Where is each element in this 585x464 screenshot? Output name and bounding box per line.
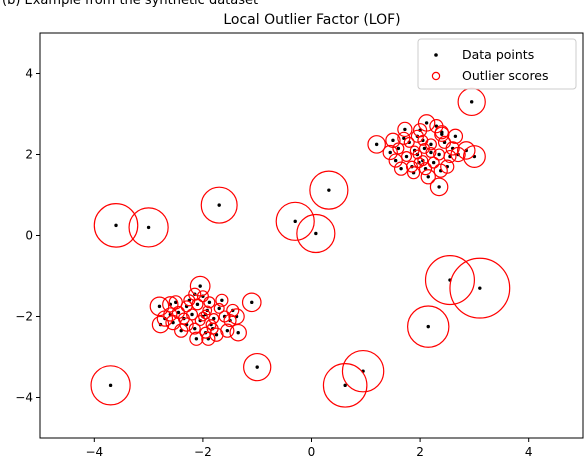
- x-tick-label: 0: [308, 445, 316, 459]
- data-point: [423, 147, 426, 150]
- data-point: [432, 161, 435, 164]
- axes-frame: [40, 33, 583, 438]
- x-tick-label: −4: [85, 445, 103, 459]
- data-point: [403, 128, 406, 131]
- axis-ticks: −4 −2 0 2 4 −4 −2 0 2 4: [15, 67, 532, 460]
- data-point: [391, 139, 394, 142]
- data-point: [217, 307, 220, 310]
- data-point: [314, 232, 317, 235]
- data-point: [109, 384, 112, 387]
- data-point: [208, 301, 211, 304]
- data-point: [236, 331, 239, 334]
- data-point: [399, 167, 402, 170]
- data-point: [454, 135, 457, 138]
- data-point: [147, 226, 150, 229]
- data-point: [394, 159, 397, 162]
- x-tick-label: 4: [525, 445, 533, 459]
- data-point: [294, 220, 297, 223]
- data-point: [158, 305, 161, 308]
- legend-label-data-points: Data points: [462, 47, 534, 62]
- legend-label-outlier-scores: Outlier scores: [462, 68, 549, 83]
- data-point: [196, 303, 199, 306]
- data-point: [437, 185, 440, 188]
- data-point: [478, 286, 481, 289]
- data-point: [226, 329, 229, 332]
- data-point: [217, 203, 220, 206]
- data-point: [427, 175, 430, 178]
- data-point: [429, 151, 432, 154]
- data-point: [440, 133, 443, 136]
- legend-marker-data-points: [434, 53, 438, 57]
- data-point: [220, 299, 223, 302]
- data-point: [256, 365, 259, 368]
- legend: Data points Outlier scores: [418, 39, 576, 89]
- data-point: [250, 301, 253, 304]
- y-tick-label: −2: [15, 310, 33, 324]
- x-tick-label: 2: [416, 445, 424, 459]
- y-tick-label: −4: [15, 391, 33, 405]
- data-point: [429, 143, 432, 146]
- data-point: [427, 325, 430, 328]
- data-point: [375, 143, 378, 146]
- chart-title: Local Outlier Factor (LOF): [223, 12, 400, 28]
- plot-area-marks: [91, 88, 510, 407]
- data-point: [389, 151, 392, 154]
- data-point: [405, 155, 408, 158]
- x-tick-label: −2: [194, 445, 212, 459]
- data-point: [114, 224, 117, 227]
- data-point: [193, 327, 196, 330]
- data-point: [425, 121, 428, 124]
- data-point: [437, 153, 440, 156]
- data-point: [190, 313, 193, 316]
- data-point: [470, 100, 473, 103]
- y-tick-label: 0: [25, 229, 33, 243]
- y-tick-label: 4: [25, 67, 33, 81]
- data-point: [327, 188, 330, 191]
- y-tick-label: 2: [25, 148, 33, 162]
- data-point: [198, 284, 201, 287]
- data-point: [195, 337, 198, 340]
